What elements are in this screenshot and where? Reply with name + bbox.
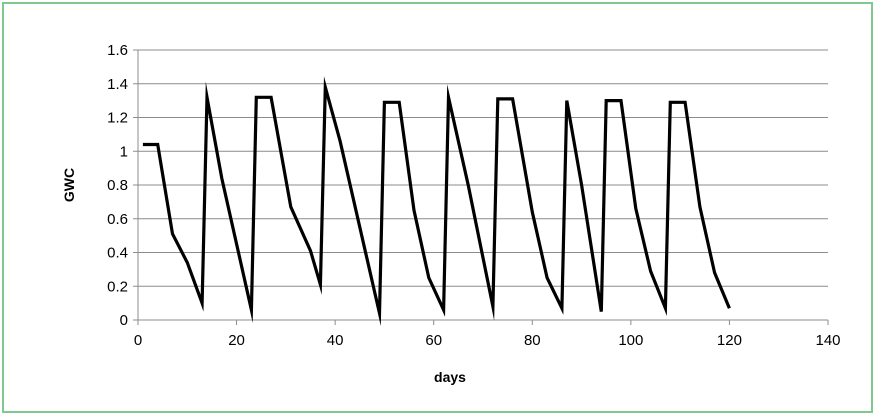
- y-tick-label-1: 0.2: [107, 278, 128, 295]
- chart-svg: 0 0.2 0.4 0.6 0.8 1 1.2 1.4 1.6 0 20 40 60 80 100 120 1…: [61, 42, 841, 385]
- x-tick-label-5: 100: [618, 332, 643, 349]
- x-tick-label-2: 40: [327, 332, 344, 349]
- axes: [133, 49, 829, 325]
- x-tick-label-3: 60: [425, 332, 442, 349]
- y-tick-label-2: 0.4: [107, 245, 128, 262]
- x-tick-label-1: 20: [228, 332, 245, 349]
- x-tick-label-4: 80: [524, 332, 541, 349]
- chart-frame: 0 0.2 0.4 0.6 0.8 1 1.2 1.4 1.6 0 20 40 60 80 100 120 1…: [2, 2, 873, 413]
- y-tick-label-7: 1.4: [107, 76, 128, 93]
- x-axis-title: days: [434, 369, 466, 385]
- y-axis-title: GWC: [61, 168, 77, 202]
- x-tick-label-7: 140: [815, 332, 840, 349]
- y-tick-label-4: 0.8: [107, 177, 128, 194]
- y-tick-label-6: 1.2: [107, 110, 128, 127]
- y-tick-label-0: 0: [120, 312, 128, 329]
- series-line: [142, 76, 731, 327]
- x-tick-label-0: 0: [134, 332, 142, 349]
- x-tick-labels: 0 20 40 60 80 100 120 140: [134, 332, 841, 349]
- y-tick-label-5: 1: [120, 143, 128, 160]
- y-tick-label-8: 1.6: [107, 42, 128, 59]
- x-tick-label-6: 120: [717, 332, 742, 349]
- y-tick-labels: 0 0.2 0.4 0.6 0.8 1 1.2 1.4 1.6: [107, 42, 128, 329]
- y-tick-label-3: 0.6: [107, 211, 128, 228]
